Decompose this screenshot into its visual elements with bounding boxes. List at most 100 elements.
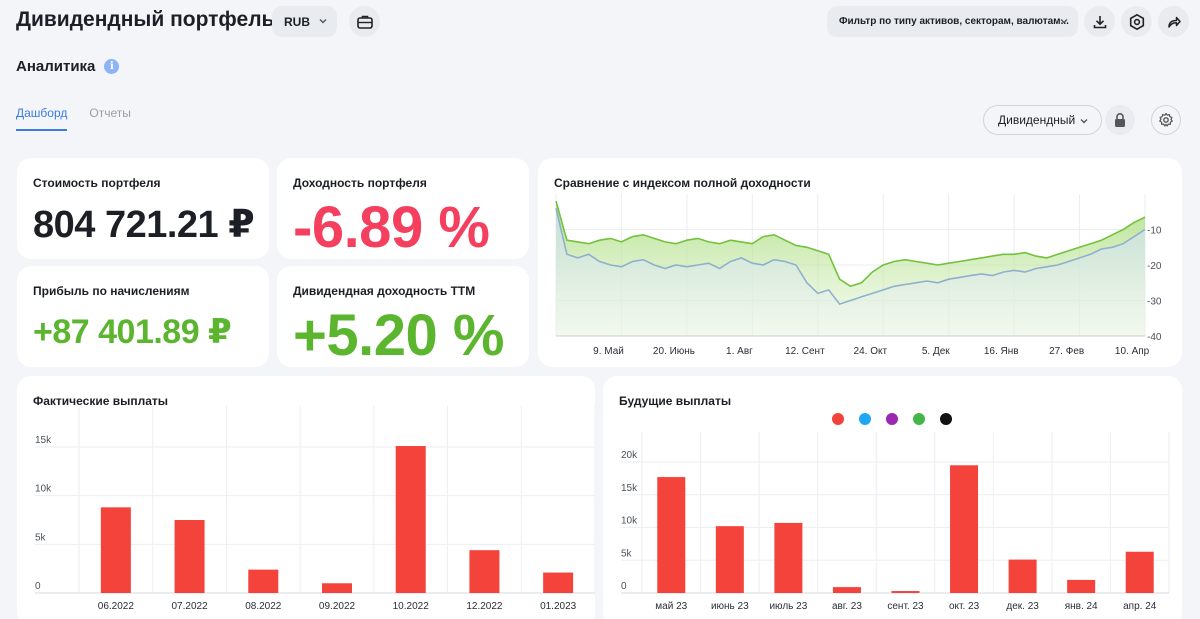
x-tick-label: янв. 24 [1065,601,1098,612]
page-title: Дивидендный портфель [16,8,275,31]
x-tick-label: 10. Апр [1115,346,1150,357]
x-tick-label: 16. Янв [984,346,1019,357]
download-button[interactable] [1084,6,1115,37]
x-tick-label: 01.2023 [540,601,577,612]
legend-dot[interactable] [832,413,844,425]
accrual-profit-card: Прибыль по начислениям +87 401.89 ₽ [17,266,269,367]
y-tick-label: 5k [621,548,633,559]
x-tick-label: авг. 23 [832,601,862,612]
y-tick-label: 15k [35,435,52,446]
metric-label: Прибыль по начислениям [33,284,190,298]
x-tick-label: июль 23 [769,601,807,612]
y-tick-label: -10 [1147,226,1162,237]
gear-icon [1159,112,1173,127]
briefcase-icon [356,15,373,29]
x-tick-label: 10.2022 [393,601,430,612]
tab-reports[interactable]: Отчеты [89,106,131,120]
chart-title: Фактические выплаты [33,394,169,408]
download-icon [1093,15,1106,28]
comparison-chart: -10 -20 -30 -40 9. Май 20. Июнь 1. Авг 12. Сент… [555,194,1162,357]
y-tick-label: 20k [621,450,638,461]
y-tick-label: 15k [621,483,638,494]
y-tick-label: -20 [1147,261,1162,272]
settings-button[interactable] [1121,6,1152,37]
actual-payouts-card: Фактические выплаты 0 5k 10k 15k 06.2022 07.2… [17,376,595,619]
accrual-profit: +87 401.89 ₽ [33,313,232,351]
chart-title: Сравнение с индексом полной доходности [554,176,811,190]
actual-payouts-chart: 0 5k 10k 15k 06.2022 07.2022 08.2022 09.2022 10.… [35,406,595,612]
mode-select-value: Дивидендный [998,113,1076,127]
index-series-line [555,208,1146,306]
bar [248,569,279,593]
settings-hex-icon [1129,13,1144,30]
future-payouts-chart: 0 5k 10k 15k 20k май 23 июнь 23 июль 23 авг. 23 с… [621,432,1170,612]
bar [832,587,861,593]
bar [469,550,500,593]
metric-label: Доходность портфеля [293,176,427,190]
dashboard-settings-button[interactable] [1151,105,1181,135]
x-tick-label: сент. 23 [887,601,924,612]
currency-value: RUB [284,14,310,29]
x-tick-label: 12. Сент [785,346,825,357]
x-tick-label: 06.2022 [98,601,135,612]
portfolio-return-card: Доходность портфеля -6.89 % [277,158,529,260]
x-tick-label: окт. 23 [949,601,980,612]
lock-button[interactable] [1105,105,1135,135]
tab-bar: Дашборд Отчеты [16,106,131,131]
x-tick-label: 5. Дек [922,346,950,357]
lock-icon [1115,113,1125,127]
currency-select[interactable]: RUB [272,6,337,37]
y-tick-label: 0 [35,581,41,592]
bar [100,507,131,593]
portfolio-button[interactable] [349,6,380,37]
x-tick-label: 07.2022 [171,601,208,612]
index-area [556,208,1145,336]
comparison-chart-card: Сравнение с индексом полной доходности -… [538,158,1182,367]
metric-label: Стоимость портфеля [33,176,161,190]
x-tick-label: апр. 24 [1123,601,1157,612]
x-tick-label: 24. Окт [854,346,888,357]
chevron-down-icon [319,19,327,24]
legend-dot[interactable] [940,413,952,425]
x-tick-label: 20. Июнь [653,346,695,357]
x-tick-label: 1. Авг [726,346,753,357]
bar [543,572,574,593]
bar [1125,551,1154,593]
legend-dot[interactable] [886,413,898,425]
portfolio-value: 804 721.21 ₽ [33,204,255,246]
bar [322,583,352,593]
y-tick-label: 10k [621,516,638,527]
metric-label: Дивидендная доходность TTM [293,284,476,298]
dividend-yield: +5.20 % [293,303,504,368]
mode-select[interactable]: Дивидендный [983,105,1102,135]
share-icon [1167,16,1181,28]
bar [891,591,920,593]
tab-dashboard[interactable]: Дашборд [16,106,68,131]
share-button[interactable] [1158,6,1189,37]
y-tick-label: 10k [35,484,52,495]
info-icon[interactable]: i [104,59,120,74]
y-tick-label: 0 [621,581,627,592]
section-title-text: Аналитика [16,58,96,75]
legend-dot[interactable] [913,413,925,425]
bar [1008,559,1037,593]
y-tick-label: -40 [1147,332,1162,343]
portfolio-return: -6.89 % [293,195,490,260]
section-title: Аналитика i [16,58,120,75]
x-tick-label: май 23 [655,601,687,612]
y-tick-label: 5k [35,532,47,543]
bar [395,446,426,593]
x-tick-label: дек. 23 [1006,601,1039,612]
x-tick-label: 09.2022 [319,601,356,612]
dividend-yield-card: Дивидендная доходность TTM +5.20 % [277,266,529,368]
x-tick-label: 27. Фев [1049,346,1084,357]
future-payouts-card: Будущие выплаты 0 5k 10k 15k 20k май 23 июнь 2… [603,376,1182,619]
x-tick-label: 9. Май [593,346,624,357]
legend-dot[interactable] [859,413,871,425]
x-tick-label: июнь 23 [711,601,749,612]
y-tick-label: -30 [1147,297,1162,308]
bar [774,522,803,593]
chart-title: Будущие выплаты [619,394,732,408]
asset-filter[interactable]: Фильтр по типу активов, секторам, валюта… [827,6,1078,37]
portfolio-series-line [555,200,1146,288]
